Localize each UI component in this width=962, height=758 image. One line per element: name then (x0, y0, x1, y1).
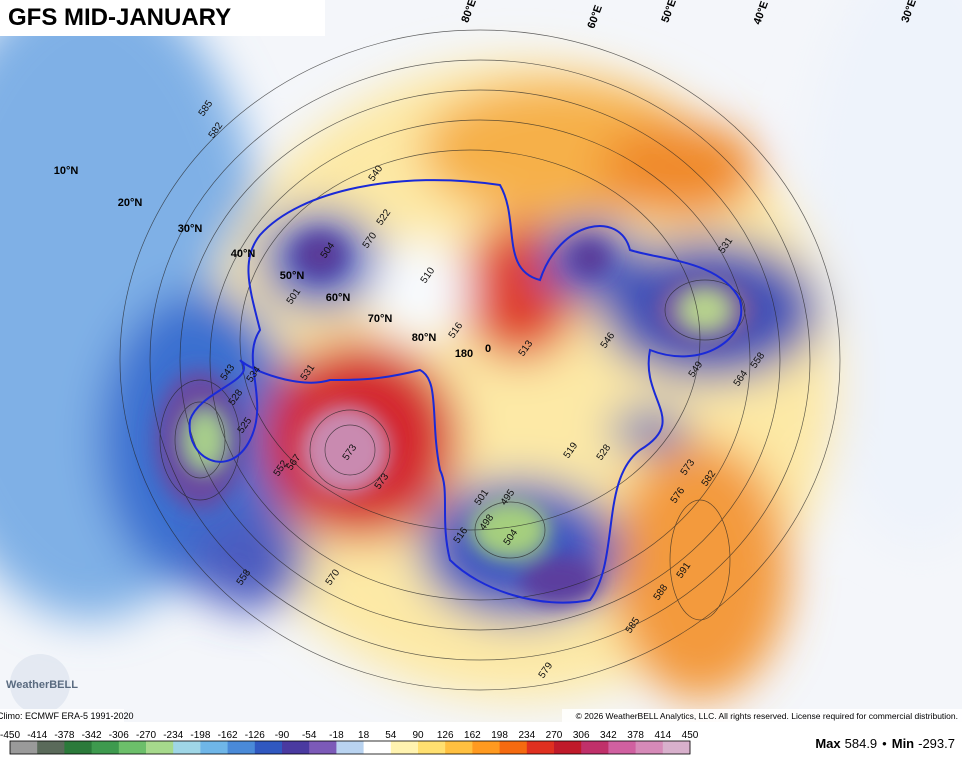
colorbar-tick: 234 (518, 730, 535, 741)
colorbar-tick: -342 (82, 730, 102, 741)
colorbar: -450 -414 -378 -342 -306 -270 -234 -198 -162 -126… (0, 730, 699, 755)
colorbar-tick: -54 (302, 730, 317, 741)
colorbar-segment (91, 741, 120, 754)
colorbar-segment (64, 741, 93, 754)
logo-mark (10, 654, 70, 714)
colorbar-segment (390, 741, 419, 754)
stats: Max 584.9 • Min -293.7 (815, 736, 955, 751)
logo: WeatherBELL (6, 679, 78, 691)
title-box (0, 0, 325, 36)
colorbar-tick: 342 (600, 730, 617, 741)
colorbar-segment (173, 741, 201, 754)
latitude-label: 180 (455, 348, 473, 360)
colorbar-tick: 414 (654, 730, 671, 741)
colorbar-frame (9, 740, 691, 755)
colorbar-tick: 18 (358, 730, 370, 741)
colorbar-tick: -234 (163, 730, 183, 741)
colorbar-tick: -378 (54, 730, 74, 741)
colorbar-tick: -270 (136, 730, 156, 741)
colorbar-segment (445, 741, 473, 754)
colorbar-segment (662, 741, 691, 754)
copyright: © 2026 WeatherBELL Analytics, LLC. All r… (576, 711, 958, 721)
colorbar-segment (10, 741, 38, 754)
colorbar-tick: 198 (491, 730, 508, 741)
latitude-label: 40°N (231, 248, 256, 260)
colorbar-segment (118, 741, 147, 754)
colorbar-segment (418, 741, 446, 754)
latitude-label: 50°N (280, 270, 305, 282)
colorbar-segment (37, 741, 65, 754)
stats-max-label: Max (815, 736, 841, 751)
latitude-label: 30°N (178, 223, 203, 235)
colorbar-tick: 378 (627, 730, 644, 741)
stats-min: -293.7 (918, 736, 955, 751)
colorbar-segment (227, 741, 256, 754)
colorbar-tick: 90 (412, 730, 424, 741)
colorbar-tick: 126 (437, 730, 454, 741)
latitude-label: 80°N (412, 332, 437, 344)
colorbar-segment (526, 741, 555, 754)
latitude-label: 70°N (368, 313, 393, 325)
colorbar-segment (554, 741, 582, 754)
colorbar-segment (499, 741, 528, 754)
colorbar-segment (309, 741, 337, 754)
colorbar-tick: 270 (546, 730, 563, 741)
colorbar-segment (581, 741, 609, 754)
colorbar-tick: 54 (385, 730, 397, 741)
colorbar-segment (146, 741, 174, 754)
colorbar-tick: 450 (682, 730, 699, 741)
colorbar-segment (608, 741, 637, 754)
colorbar-segment (363, 741, 392, 754)
latitude-label: 10°N (54, 165, 79, 177)
colorbar-tick: -414 (27, 730, 47, 741)
colorbar-tick: -126 (245, 730, 265, 741)
colorbar-segment (254, 741, 283, 754)
colorbar-segment (200, 741, 229, 754)
colorbar-tick: 162 (464, 730, 481, 741)
colorbar-segment (336, 741, 365, 754)
climo-note: Climo: ECMWF ERA-5 1991-2020 (0, 711, 134, 721)
stats-min-label: Min (892, 736, 914, 751)
latitude-label: 60°N (326, 292, 351, 304)
latitude-label: 20°N (118, 197, 143, 209)
latitude-label: 0 (485, 343, 491, 355)
colorbar-tick: -450 (0, 730, 20, 741)
colorbar-tick: -18 (329, 730, 344, 741)
colorbar-segment (472, 741, 501, 754)
map: GFS MID-JANUARY 10°N 20°N 30°N 40°N 50°N 60°N… (0, 0, 962, 722)
colorbar-tick: 306 (573, 730, 590, 741)
title: GFS MID-JANUARY (8, 4, 231, 31)
stats-separator: • (882, 736, 887, 751)
colorbar-tick: -198 (190, 730, 210, 741)
colorbar-tick: -162 (218, 730, 238, 741)
stats-max: 584.9 (845, 736, 878, 751)
colorbar-segment (282, 741, 310, 754)
colorbar-segment (635, 741, 664, 754)
colorbar-tick: -90 (275, 730, 290, 741)
colorbar-tick: -306 (109, 730, 129, 741)
